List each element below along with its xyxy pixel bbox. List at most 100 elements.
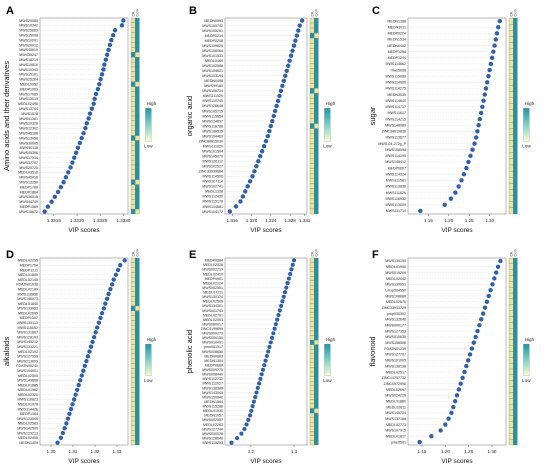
heat-cell	[314, 143, 319, 149]
data-point	[293, 38, 298, 43]
category-label: MWS105291	[202, 29, 223, 33]
category-label: MWS111626	[386, 191, 406, 195]
heat-cell	[309, 276, 315, 281]
heat-cell	[508, 177, 514, 184]
category-label: MWS000150	[202, 336, 223, 340]
x-axis-label: VIP scores	[441, 458, 473, 465]
heat-cell	[314, 17, 319, 24]
y-axis-label: phenolic acid	[185, 330, 194, 374]
heat-cell	[130, 120, 136, 126]
data-point	[282, 290, 288, 295]
category-label: pmp000392	[387, 312, 406, 316]
data-point	[263, 358, 268, 363]
category-label: MWS13019	[19, 97, 38, 101]
data-point	[456, 387, 462, 392]
heat-cell	[309, 426, 315, 432]
heat-cell	[508, 357, 514, 364]
heat-cell	[309, 317, 315, 322]
category-label: MEDN0402	[387, 44, 406, 48]
category-label: MEDL02611	[386, 405, 406, 409]
category-label: MEDN1304	[204, 359, 223, 363]
heat-cell	[309, 417, 315, 423]
category-label: MWS114024	[385, 172, 406, 176]
data-point	[103, 301, 108, 306]
heat-cell	[130, 262, 136, 268]
category-label: MEDL07211	[203, 291, 223, 295]
heat-cell	[508, 257, 514, 264]
category-label: MWS13250	[19, 180, 38, 184]
heat-column-label: Ccm	[136, 9, 140, 16]
heat-column-label: CK	[131, 251, 135, 257]
data-point	[263, 138, 269, 144]
category-label: MEDN3035	[387, 93, 406, 97]
heat-cell	[314, 385, 319, 391]
data-point	[70, 402, 75, 407]
heat-cell	[130, 281, 136, 287]
x-axis-label: VIP scores	[250, 458, 282, 465]
heat-cell	[309, 349, 315, 354]
heat-cell	[309, 312, 315, 318]
category-label: MWS060017	[202, 322, 223, 326]
category-label: MWS108098	[385, 148, 406, 152]
category-label: MEDL1338	[205, 190, 223, 194]
category-label: MEDN1011	[388, 25, 406, 29]
heat-cell	[135, 348, 140, 355]
heat-cell	[309, 203, 315, 210]
heat-cell	[513, 281, 518, 288]
heat-cell	[135, 130, 140, 136]
heat-cell	[508, 339, 514, 346]
heat-cell	[309, 385, 315, 391]
data-point	[497, 18, 503, 24]
data-point	[488, 287, 493, 293]
category-label: MWS142500	[17, 427, 38, 431]
legend-gradient	[523, 343, 530, 376]
heat-cell	[135, 71, 140, 77]
category-label: MWS000279	[202, 332, 223, 336]
data-point	[260, 367, 266, 372]
category-label: MWS127707	[385, 353, 406, 357]
data-point	[79, 135, 84, 141]
heat-cell	[513, 183, 518, 190]
heat-cell	[135, 208, 140, 215]
heat-cell	[135, 22, 140, 28]
heat-cell	[309, 208, 315, 215]
heat-cell	[130, 179, 136, 185]
heat-cell	[130, 96, 136, 102]
data-point	[418, 208, 423, 214]
heat-cell	[513, 48, 518, 55]
heat-cell	[314, 43, 319, 49]
data-point	[109, 37, 114, 43]
heat-cell	[135, 27, 140, 33]
heat-cell	[309, 358, 315, 364]
x-tick-label: 1.20	[444, 218, 453, 223]
heat-cell	[314, 367, 319, 373]
heat-cell	[513, 177, 518, 184]
heat-cell	[130, 368, 136, 374]
data-point	[297, 23, 302, 28]
heat-cell	[314, 32, 319, 39]
data-point	[252, 169, 257, 174]
heat-cell	[314, 158, 319, 164]
x-tick-label: 1.316	[226, 218, 238, 223]
category-label: ZINC4199699	[201, 327, 223, 331]
panel-letter: D	[6, 249, 14, 261]
heat-cell	[130, 435, 136, 441]
y-axis-label: Amino acids and their derivatives	[2, 61, 11, 171]
heat-column-label: Ccm	[315, 9, 319, 16]
heat-cell	[130, 76, 136, 82]
data-point	[299, 18, 305, 23]
category-label: MEDL02283	[203, 423, 223, 427]
data-point	[253, 395, 258, 400]
data-point	[72, 155, 77, 160]
heat-column-label: CK	[131, 11, 135, 17]
heat-cell	[309, 108, 315, 114]
category-label: MEDL02124	[203, 281, 223, 285]
heat-cell	[314, 113, 319, 119]
x-tick-label: 1.30	[47, 449, 56, 454]
heat-cell	[508, 91, 514, 98]
data-point	[294, 33, 300, 38]
data-point	[266, 349, 271, 354]
category-label: MEDL01962	[18, 388, 38, 392]
category-label: MWS104469	[202, 134, 223, 138]
heat-cell	[314, 303, 319, 309]
